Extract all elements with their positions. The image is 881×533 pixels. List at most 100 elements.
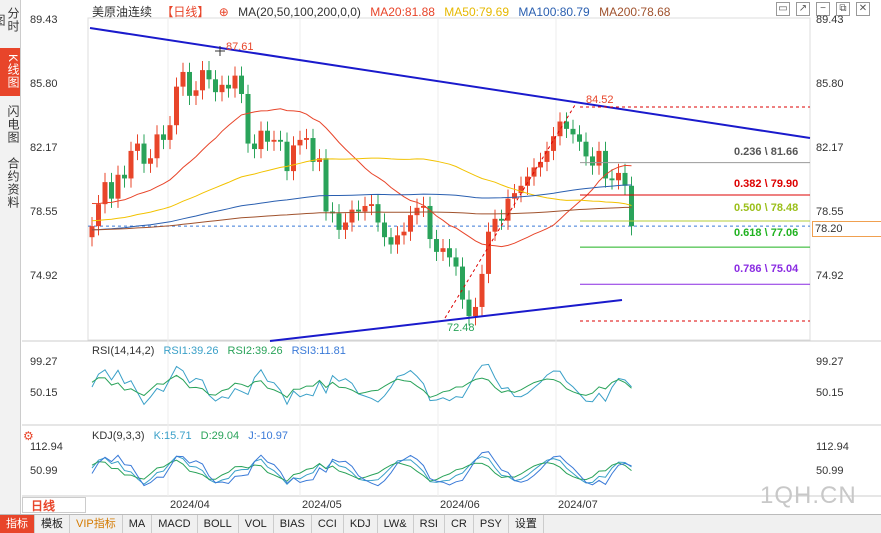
fib-level-label: 0.786 \ 75.04 bbox=[734, 263, 799, 275]
chart-canvas[interactable] bbox=[0, 0, 881, 514]
toolbar-rsi[interactable]: RSI bbox=[414, 515, 445, 533]
date-label: 2024/05 bbox=[302, 499, 342, 511]
ma20-value: MA20:81.88 bbox=[370, 5, 435, 19]
candle-body bbox=[141, 143, 147, 164]
toolbar-vip[interactable]: VIP指标 bbox=[70, 515, 123, 533]
zoom-icon[interactable]: ▭ bbox=[776, 2, 790, 16]
rsi3-value: RSI3:11.81 bbox=[291, 345, 346, 357]
candle-body bbox=[161, 134, 166, 140]
settings-icon[interactable]: ⊕ bbox=[218, 5, 229, 19]
toolbar-bias[interactable]: BIAS bbox=[274, 515, 312, 533]
toolbar-settings[interactable]: 设置 bbox=[509, 515, 544, 533]
date-label: 2024/07 bbox=[558, 499, 598, 511]
toolbar-boll[interactable]: BOLL bbox=[198, 515, 239, 533]
kdj-tick-left: 50.99 bbox=[30, 465, 58, 477]
toolbar-macd[interactable]: MACD bbox=[152, 515, 198, 533]
candle-body bbox=[453, 257, 459, 267]
rsi1-line bbox=[91, 363, 632, 406]
toolbar-kdj[interactable]: KDJ bbox=[344, 515, 378, 533]
candle-body bbox=[408, 215, 413, 232]
fib-level-label: 0.236 \ 81.66 bbox=[734, 146, 799, 158]
candle-body bbox=[154, 134, 160, 159]
kdj-tick-left: 112.94 bbox=[30, 441, 63, 453]
tab-timeline[interactable]: 分时图 bbox=[0, 7, 20, 33]
candle-body bbox=[128, 150, 134, 179]
toolbar-vol[interactable]: VOL bbox=[239, 515, 274, 533]
ma20-line bbox=[91, 108, 632, 248]
period-tag: 【日线】 bbox=[161, 5, 210, 19]
toolbar-ma[interactable]: MA bbox=[123, 515, 153, 533]
price-tick: 82.17 bbox=[816, 142, 844, 154]
candle-body bbox=[278, 139, 283, 142]
candle-body bbox=[356, 209, 361, 212]
ma100-line bbox=[91, 184, 632, 231]
toolbar-cr[interactable]: CR bbox=[445, 515, 474, 533]
ma100-value: MA100:80.79 bbox=[518, 5, 590, 19]
candle-body bbox=[622, 172, 628, 186]
toolbar-cci[interactable]: CCI bbox=[312, 515, 344, 533]
candle-body bbox=[492, 218, 498, 232]
close-icon[interactable]: ✕ bbox=[856, 2, 870, 16]
ma200-line bbox=[91, 206, 632, 231]
kdj-tick: 50.99 bbox=[816, 465, 844, 477]
minimize-icon[interactable]: − bbox=[816, 2, 830, 16]
toolbar-lw[interactable]: LW& bbox=[378, 515, 414, 533]
kdj-header: KDJ(9,3,3) K:15.71 D:29.04 J:-10.97 bbox=[92, 430, 294, 442]
ma50-value: MA50:79.69 bbox=[444, 5, 509, 19]
candle-body bbox=[421, 205, 426, 208]
ma200-value: MA200:78.68 bbox=[599, 5, 671, 19]
toolbar-psy[interactable]: PSY bbox=[474, 515, 509, 533]
support-trendline bbox=[269, 299, 623, 342]
candle-body bbox=[414, 207, 420, 216]
price-tick: 85.80 bbox=[816, 78, 844, 90]
candle-body bbox=[291, 145, 296, 172]
candle-body bbox=[466, 299, 472, 317]
rsi1-value: RSI1:39.26 bbox=[163, 345, 219, 357]
candle-body bbox=[245, 93, 251, 144]
tab-contract-info[interactable]: 合约资料 bbox=[6, 157, 20, 209]
high-label: 84.52 bbox=[586, 94, 614, 106]
candle-body bbox=[310, 138, 316, 162]
candle-body bbox=[369, 204, 374, 206]
main-panel-frame bbox=[87, 17, 811, 341]
current-price-tag: 78.20 bbox=[812, 221, 881, 237]
candle-body bbox=[317, 158, 322, 162]
kdj-settings-icon[interactable]: ⚙ bbox=[23, 429, 34, 443]
candle-body bbox=[187, 71, 192, 96]
candle-body bbox=[265, 130, 270, 142]
candle-body bbox=[603, 150, 608, 179]
candle-body bbox=[382, 222, 387, 238]
ma50-line bbox=[91, 157, 632, 222]
low-label: 72.48 bbox=[447, 322, 475, 334]
high-label: 87.61 bbox=[226, 41, 254, 53]
candle-body bbox=[122, 174, 127, 179]
candle-body bbox=[460, 266, 465, 300]
tab-lightning[interactable]: 闪电图 bbox=[6, 104, 20, 144]
candle-body bbox=[193, 90, 199, 96]
price-tick-left: 85.80 bbox=[30, 78, 58, 90]
candle-body bbox=[109, 182, 114, 199]
fib-level-label: 0.382 \ 79.90 bbox=[734, 178, 799, 190]
restore-icon[interactable]: ⧉ bbox=[836, 2, 850, 16]
resistance-trendline bbox=[89, 27, 811, 139]
candle-body bbox=[596, 150, 602, 166]
maximize-icon[interactable]: ↗ bbox=[796, 2, 810, 16]
tab-kline[interactable]: K线图 bbox=[0, 48, 20, 96]
toolbar-template[interactable]: 模板 bbox=[35, 515, 70, 533]
candle-body bbox=[577, 134, 582, 142]
candle-body bbox=[518, 185, 524, 194]
candle-body bbox=[609, 178, 615, 181]
candle-body bbox=[512, 193, 517, 199]
date-label: 2024/04 bbox=[170, 499, 210, 511]
period-selector[interactable]: 日线 bbox=[22, 497, 86, 513]
candle-body bbox=[115, 174, 121, 199]
price-tick-left: 78.55 bbox=[30, 206, 58, 218]
toolbar-indicators[interactable]: 指标 bbox=[0, 515, 35, 533]
rsi-tick-left: 50.15 bbox=[30, 387, 58, 399]
price-tick: 74.92 bbox=[816, 270, 844, 282]
rsi-title: RSI(14,14,2) bbox=[92, 345, 155, 357]
candle-body bbox=[200, 70, 205, 91]
fib-level-label: 0.500 \ 78.48 bbox=[734, 202, 799, 214]
candle-body bbox=[479, 273, 485, 307]
candle-body bbox=[323, 158, 329, 212]
